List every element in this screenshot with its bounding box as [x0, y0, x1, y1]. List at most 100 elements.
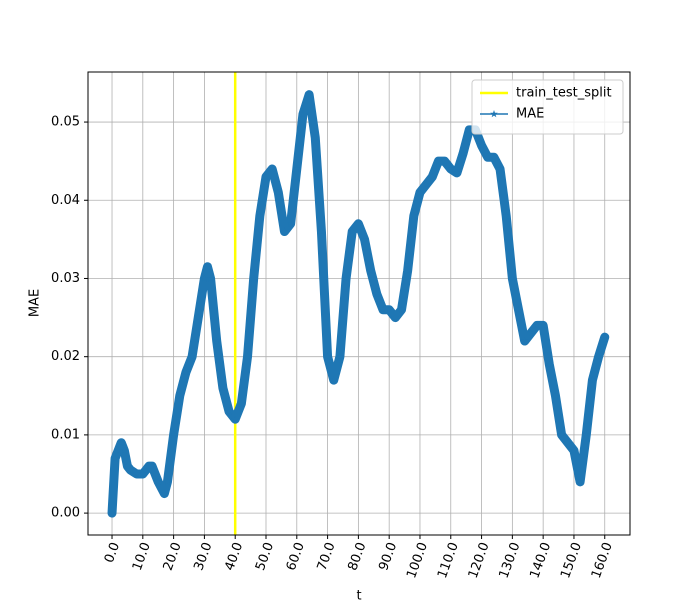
point-marker [582, 430, 591, 439]
point-marker [225, 407, 233, 415]
point-marker [132, 470, 141, 478]
point-marker [268, 164, 276, 173]
point-marker [453, 168, 461, 177]
point-marker [403, 266, 412, 274]
point-marker [496, 164, 504, 173]
point-marker [446, 164, 455, 173]
y-tick-label: 0.02 [51, 349, 80, 364]
point-marker [175, 391, 184, 400]
series-line [107, 90, 610, 518]
point-marker [477, 141, 486, 149]
point-marker [440, 157, 449, 165]
point-marker [576, 477, 584, 486]
point-marker [520, 337, 529, 345]
point-marker [194, 313, 203, 321]
x-axis-label: t [356, 589, 361, 600]
y-axis-label: MAE [28, 289, 43, 317]
y-tick-label: 0.01 [51, 427, 80, 442]
y-tick-label: 0.05 [51, 115, 80, 130]
point-marker [329, 376, 338, 384]
x-tick-label: 110.0 [435, 540, 462, 580]
x-tick-label: 50.0 [253, 540, 277, 572]
point-marker [379, 305, 387, 313]
legend-label: train_test_split [516, 86, 612, 101]
point-marker [305, 90, 313, 98]
x-tick-label: 40.0 [222, 540, 246, 572]
point-marker [594, 352, 603, 360]
point-marker [126, 466, 135, 474]
point-marker [206, 274, 215, 282]
point-marker [342, 274, 350, 282]
x-tick-label: 20.0 [161, 540, 185, 572]
point-marker [588, 376, 597, 384]
point-marker [182, 368, 190, 376]
point-marker [148, 462, 156, 470]
point-marker [366, 266, 375, 274]
x-tick-label: 100.0 [404, 540, 431, 580]
point-marker [237, 399, 246, 407]
point-marker [354, 219, 363, 227]
legend-box [471, 79, 624, 135]
legend-label: MAE [516, 107, 544, 122]
point-marker [434, 157, 443, 165]
x-tick-label: 80.0 [345, 540, 369, 572]
point-marker [502, 211, 511, 220]
point-marker [188, 352, 196, 360]
y-tick-label: 0.00 [51, 506, 80, 521]
point-marker [397, 305, 406, 313]
x-tick-label: 10.0 [130, 540, 154, 572]
point-marker [348, 227, 357, 235]
point-marker [243, 352, 252, 360]
point-marker [111, 454, 119, 462]
point-marker [360, 235, 369, 243]
point-marker [262, 172, 270, 181]
x-tick-label: 140.0 [527, 540, 554, 580]
point-marker [323, 352, 332, 360]
point-marker [527, 329, 535, 337]
x-tick-label: 70.0 [315, 540, 339, 572]
legend-marker [490, 110, 498, 118]
x-tick-label: 60.0 [284, 540, 308, 572]
point-marker [557, 430, 566, 439]
point-marker [169, 430, 178, 439]
point-marker [600, 333, 609, 341]
x-tick-label: 150.0 [558, 540, 585, 580]
x-tick-label: 0.0 [102, 540, 123, 565]
y-tick-label: 0.04 [51, 193, 80, 208]
point-marker [422, 180, 430, 188]
point-marker [120, 446, 129, 454]
point-marker [163, 477, 172, 486]
point-marker [219, 383, 227, 392]
point-marker [117, 438, 126, 446]
point-marker [274, 188, 283, 196]
point-marker [145, 462, 153, 470]
point-marker [410, 211, 418, 220]
x-tick-label: 90.0 [376, 540, 400, 572]
point-marker [533, 321, 541, 329]
point-marker [385, 305, 393, 313]
point-marker [551, 391, 560, 400]
point-marker [249, 274, 258, 282]
point-marker [514, 305, 523, 313]
point-marker [212, 337, 221, 345]
point-marker [563, 438, 572, 446]
point-marker [203, 262, 212, 270]
point-marker [286, 219, 295, 227]
point-marker [154, 477, 163, 486]
point-marker [483, 153, 492, 161]
point-marker [311, 133, 320, 141]
point-marker [256, 211, 264, 220]
point-marker [490, 153, 498, 161]
point-marker [292, 164, 301, 173]
point-marker [465, 125, 474, 134]
point-marker [108, 509, 116, 517]
point-marker [570, 446, 578, 454]
point-marker [373, 290, 381, 298]
point-marker [539, 321, 547, 329]
point-marker [299, 110, 307, 118]
point-marker [317, 227, 326, 235]
x-tick-label: 30.0 [191, 540, 215, 572]
point-marker [200, 274, 209, 282]
plot-frame [87, 71, 631, 536]
